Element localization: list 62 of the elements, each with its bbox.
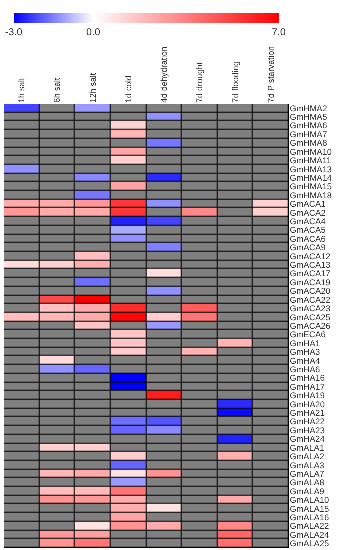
y-tick-label: GmHA19 [290,390,326,401]
y-tick-label: GmALA2 [290,452,325,462]
y-tick-label: GmACA12 [290,251,331,262]
y-tick-label: GmACA26 [290,320,331,331]
y-tick-label: GmHMA5 [290,112,328,122]
x-tick-label: 7d P starvation [266,46,276,103]
y-tick-label: GmHA23 [290,425,326,436]
y-tick-label: GmHA21 [290,408,326,418]
color-bar-label: 7.0 [272,28,286,38]
color-bar-label: 0.0 [86,28,101,38]
y-tick-label: GmALA16 [290,512,330,523]
y-tick-label: GmACA4 [290,216,326,227]
y-tick-label: GmHMA15 [290,182,332,192]
y-tick-label: GmHA22 [290,416,326,427]
y-tick-label: GmHA4 [290,356,320,366]
y-tick-label: GmHA6 [290,364,320,375]
y-tick-label: GmHA24 [290,434,326,444]
y-tick-label: GmALA8 [290,478,325,488]
y-tick-label: GmHA17 [290,382,326,392]
x-tick-label: 7d flooding [230,61,240,103]
y-tick-label: GmHMA18 [290,190,332,200]
y-tick-label: GmACA22 [290,294,331,305]
y-tick-label: GmHA1 [290,338,320,348]
y-tick-label: GmACA13 [290,260,331,270]
x-tick-label: 1d cold [123,75,134,103]
y-tick-label: GmHMA6 [290,120,328,131]
x-tick-label: 12h salt [88,72,98,103]
y-tick-label: GmACA1 [290,199,326,210]
color-bar-label: -3.0 [5,28,24,38]
y-tick-label: GmACA5 [290,225,326,236]
y-tick-label: GmACA23 [290,304,331,314]
x-tick-label: 6h salt [52,77,62,103]
x-tick-label: 4d dehydration [159,46,170,103]
x-tick-label: 7d drought [194,62,205,103]
y-tick-label: GmACA9 [290,242,326,253]
y-tick-label: GmHMA13 [290,164,332,174]
y-tick-label: GmHMA7 [290,129,328,140]
y-tick-label: GmHA20 [290,399,326,410]
y-tick-label: GmALA1 [290,442,325,453]
y-tick-label: GmALA15 [290,504,330,514]
y-tick-label: GmHMA2 [290,103,328,114]
y-tick-label: GmACA20 [290,286,331,296]
y-tick-label: GmALA10 [290,495,330,506]
y-tick-label: GmALA24 [290,530,330,540]
y-tick-label: GmALA7 [290,468,325,479]
y-tick-label: GmHMA8 [290,138,328,148]
y-tick-label: GmALA22 [290,521,330,532]
y-tick-label: GmACA2 [290,208,326,218]
y-tick-label: GmHA16 [290,373,326,384]
y-tick-label: GmACA25 [290,312,331,322]
y-tick-label: GmHMA14 [290,172,332,183]
y-tick-label: GmACA17 [290,268,331,279]
y-tick-label: GmACA19 [290,277,331,288]
y-tick-label: GmALA3 [290,460,325,470]
y-tick-label: GmHMA11 [290,156,332,166]
y-tick-label: GmHMA10 [290,146,332,157]
y-tick-label: GmECA6 [290,330,326,340]
y-tick-label: GmALA25 [290,538,330,549]
x-tick-label: 1h salt [16,77,27,103]
y-tick-label: GmACA6 [290,234,326,244]
y-tick-label: GmHA3 [290,347,320,358]
y-tick-label: GmALA9 [290,486,325,496]
